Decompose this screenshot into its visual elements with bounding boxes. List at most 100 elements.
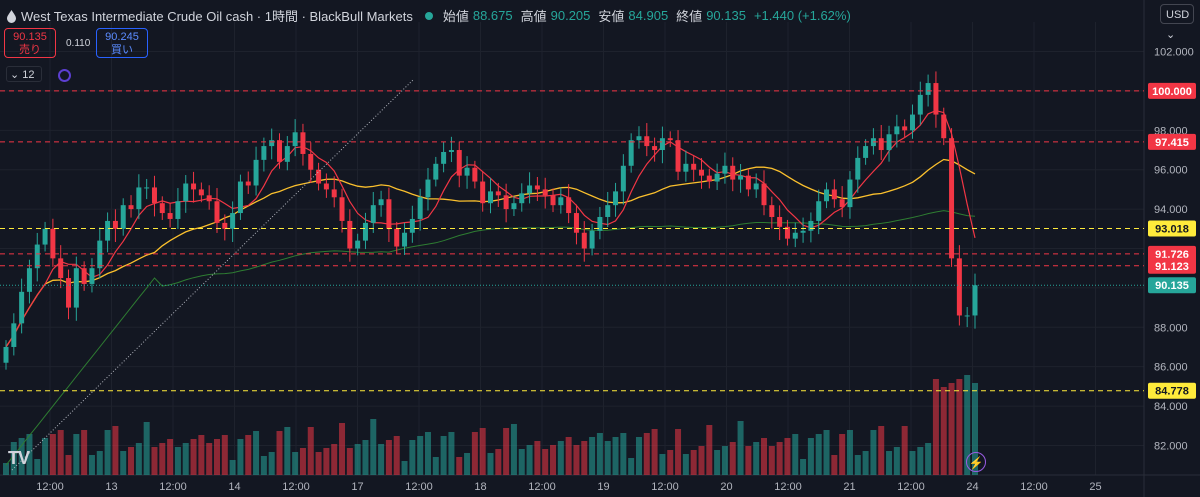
sell-button[interactable]: 90.135 売り	[4, 28, 56, 58]
volume-bar	[839, 434, 846, 475]
volume-bar	[964, 375, 971, 475]
volume-bar	[151, 447, 158, 475]
volume-bar	[18, 438, 25, 475]
candle-body	[269, 140, 275, 147]
volume-bar	[690, 450, 697, 475]
high-label: 高値	[520, 9, 547, 24]
candle-body	[972, 285, 978, 316]
volume-bar	[57, 430, 64, 475]
low-value: 84.905	[628, 8, 669, 23]
volume-bar	[854, 455, 861, 475]
price-line-label: 100.000	[1152, 86, 1192, 98]
volume-bar	[339, 423, 346, 475]
drawing-handle-icon[interactable]	[58, 69, 71, 82]
volume-bar	[862, 451, 869, 475]
x-tick-label: 19	[597, 481, 609, 493]
candle-body	[597, 216, 603, 231]
buy-button[interactable]: 90.245 買い	[96, 28, 148, 58]
candle-body	[222, 222, 228, 229]
trend-line[interactable]	[11, 79, 414, 471]
volume-bar	[409, 440, 416, 475]
volume-bar	[604, 441, 611, 475]
volume-bar	[675, 429, 682, 475]
volume-bar	[417, 436, 424, 475]
candle-body	[761, 183, 767, 206]
volume-bar	[471, 432, 478, 475]
candle-body	[237, 181, 243, 214]
candle-body	[3, 346, 9, 363]
candle-body	[253, 159, 259, 186]
candle-body	[151, 187, 157, 204]
lightning-icon[interactable]: ⚡	[966, 452, 986, 472]
volume-bar	[948, 383, 955, 475]
volume-bar	[495, 449, 502, 475]
symbol-title[interactable]: West Texas Intermediate Crude Oil cash ·…	[21, 9, 413, 24]
candle-body	[573, 213, 579, 233]
candle-body	[159, 203, 165, 214]
candle-body	[800, 230, 806, 233]
candle-body	[855, 157, 861, 180]
candle-body	[355, 240, 361, 249]
x-tick-label: 12:00	[36, 481, 64, 493]
candle-body	[58, 258, 64, 279]
volume-bar	[112, 426, 119, 475]
candle-body	[300, 132, 306, 154]
volume-bar	[221, 435, 228, 475]
candle-body	[698, 169, 704, 176]
candle-body	[417, 197, 423, 219]
volume-bar	[643, 433, 650, 475]
volume-bar	[917, 447, 924, 475]
candle-body	[50, 228, 56, 259]
candle-body	[613, 191, 619, 206]
volume-bar	[573, 445, 580, 475]
volume-bar	[424, 432, 431, 475]
currency-select[interactable]: USD ⌄	[1160, 4, 1194, 41]
x-tick-label: 17	[351, 481, 363, 493]
volume-bar	[362, 440, 369, 475]
volume-bar	[542, 449, 549, 475]
volume-bar	[901, 426, 908, 475]
candle-body	[691, 163, 697, 170]
price-line-badge	[1148, 133, 1196, 150]
volume-bar	[464, 453, 471, 475]
volume-bar	[96, 451, 103, 475]
x-tick-label: 20	[720, 481, 732, 493]
candle-body	[26, 268, 32, 292]
candle-body	[386, 199, 392, 229]
volume-bar	[534, 441, 541, 475]
volume-bar	[245, 435, 252, 475]
candle-body	[97, 240, 103, 269]
candle-body	[456, 150, 462, 176]
volume-bar	[589, 437, 596, 475]
volume-bar	[831, 455, 838, 475]
price-line-badge	[1148, 382, 1196, 399]
low-label: 安値	[598, 9, 625, 24]
price-line-label: 90.135	[1155, 280, 1189, 292]
candle-body	[19, 291, 25, 324]
volume-bar	[253, 431, 260, 475]
candle-body	[331, 189, 337, 198]
candle-body	[605, 205, 611, 217]
price-line-label: 97.415	[1155, 137, 1189, 149]
x-tick-label: 12:00	[651, 481, 679, 493]
indicators-toggle[interactable]: ⌄ 12	[6, 66, 42, 82]
candle-body	[214, 201, 220, 223]
candle-body	[519, 193, 525, 204]
y-tick-label: 88.000	[1154, 322, 1188, 334]
candle-body	[339, 197, 345, 221]
price-line-badge	[1148, 277, 1196, 294]
volume-bar	[753, 442, 760, 475]
candle-body	[66, 278, 72, 308]
candle-body	[175, 201, 181, 219]
volume-bar	[612, 437, 619, 475]
volume-bar	[932, 379, 939, 475]
volume-bar	[432, 457, 439, 475]
volume-bar	[878, 426, 885, 475]
y-tick-label: 102.000	[1154, 47, 1194, 59]
price-line-badge	[1148, 257, 1196, 274]
volume-bar	[393, 436, 400, 475]
volume-bar	[213, 439, 220, 475]
candle-body	[292, 132, 298, 147]
candle-body	[863, 146, 869, 158]
